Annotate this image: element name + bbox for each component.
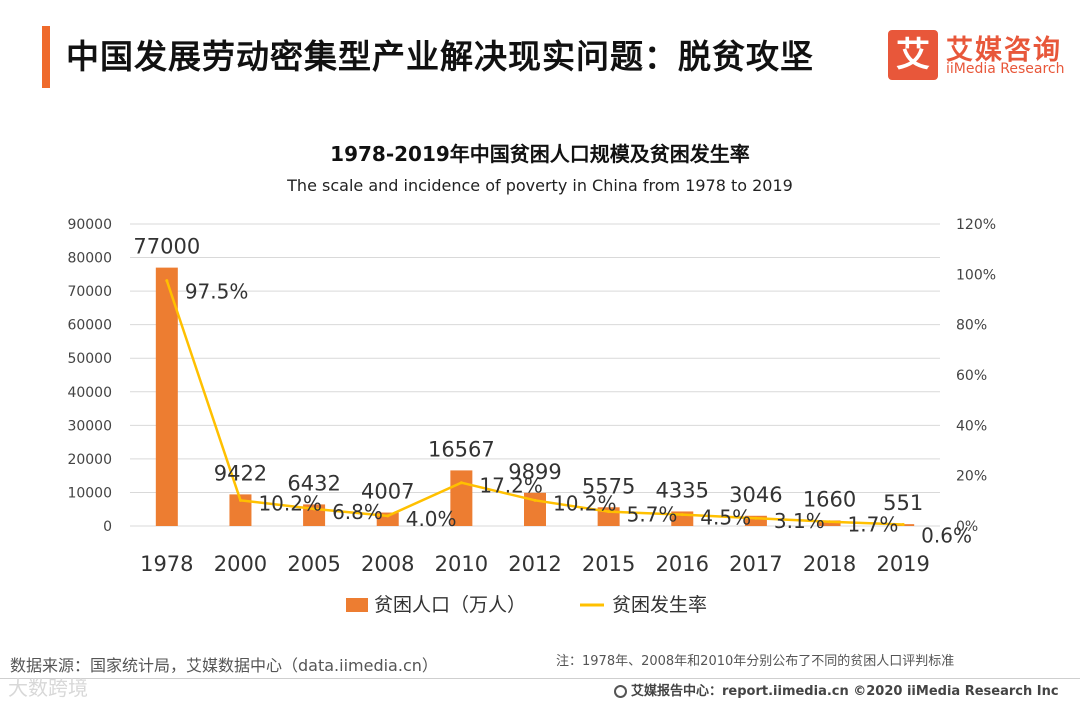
bar-value-label: 9422: [214, 461, 267, 485]
x-tick-label: 1978: [140, 552, 193, 576]
line-point-1978: [165, 279, 169, 283]
y-right-tick-label: 40%: [956, 418, 987, 434]
legend-bar-label: 贫困人口（万人）: [374, 594, 526, 616]
watermark: 大数跨境: [8, 676, 88, 700]
line-value-label: 10.2%: [553, 491, 617, 515]
y-left-tick-label: 30000: [67, 418, 112, 434]
line-point-2015: [607, 510, 611, 514]
logo-mark: 艾: [888, 30, 938, 80]
line-value-label: 4.0%: [406, 507, 457, 531]
brand-logo: 艾 艾媒咨询 iiMedia Research: [888, 30, 1073, 84]
bar-value-label: 9899: [508, 460, 561, 484]
y-right-tick-label: 0%: [956, 519, 978, 535]
bar-value-label: 1660: [803, 487, 856, 511]
x-tick-label: 2010: [435, 552, 488, 576]
title-accent-bar: [42, 26, 50, 88]
chart-title: 1978-2019年中国贫困人口规模及贫困发生率: [330, 142, 750, 166]
bar-value-label: 3046: [729, 483, 782, 507]
line-value-label: 1.7%: [848, 513, 899, 537]
footer-copyright: 艾媒报告中心：report.iimedia.cn ©2020 iiMedia R…: [614, 680, 1059, 699]
poverty-chart: 0 10000 20000 30000 40000 50000 60000 70000 8000…: [67, 217, 996, 616]
bar-value-label: 77000: [133, 235, 200, 259]
y-left-tick-label: 70000: [67, 284, 112, 300]
bar-value-label: 4335: [656, 478, 709, 502]
bar-1978: [155, 267, 178, 526]
line-value-label: 97.5%: [185, 280, 249, 304]
footer-copyright-text: 艾媒报告中心：report.iimedia.cn ©2020 iiMedia R…: [631, 684, 1059, 699]
globe-icon: [614, 685, 627, 698]
page-title: 中国发展劳动密集型产业解决现实问题：脱贫攻坚: [66, 37, 814, 76]
x-tick-label: 2016: [656, 552, 709, 576]
y-left-tick-label: 0: [103, 519, 112, 535]
x-tick-label: 2005: [287, 552, 340, 576]
line-point-2012: [533, 498, 537, 502]
x-tick-label: 2018: [803, 552, 856, 576]
logo-name-en: iiMedia Research: [946, 61, 1065, 77]
y-left-tick-label: 60000: [67, 318, 112, 334]
y-right-tick-label: 80%: [956, 318, 987, 334]
line-point-2016: [680, 513, 684, 517]
line-value-label: 6.8%: [332, 500, 383, 524]
line-value-label: 10.2%: [258, 491, 322, 515]
line-value-label: 4.5%: [700, 506, 751, 530]
x-tick-label: 2000: [214, 552, 267, 576]
x-tick-label: 2015: [582, 552, 635, 576]
line-point-2008: [386, 514, 390, 518]
legend-line-label: 贫困发生率: [612, 594, 707, 616]
bar-value-label: 551: [883, 491, 923, 515]
line-point-2017: [754, 516, 758, 520]
y-left-tick-label: 80000: [67, 251, 112, 267]
y-right-tick-label: 100%: [956, 267, 996, 283]
y-right-tick-label: 120%: [956, 217, 996, 233]
bar-value-label: 4007: [361, 480, 414, 504]
chart-subtitle: The scale and incidence of poverty in Ch…: [287, 176, 793, 195]
y-left-tick-label: 10000: [67, 485, 112, 501]
chart-note: 注：1978年、2008年和2010年分别公布了不同的贫困人口评判标准: [556, 654, 955, 669]
line-value-label: 5.7%: [627, 503, 678, 527]
line-point-2000: [238, 498, 242, 502]
x-tick-label: 2019: [876, 552, 929, 576]
logo-name-cn: 艾媒咨询: [946, 35, 1062, 66]
y-right-tick-label: 20%: [956, 469, 987, 485]
footer-divider: [0, 678, 1080, 679]
y-left-tick-label: 40000: [67, 385, 112, 401]
y-right-tick-label: 60%: [956, 368, 987, 384]
x-tick-label: 2012: [508, 552, 561, 576]
y-left-tick-label: 90000: [67, 217, 112, 233]
legend-bar-swatch: [346, 598, 368, 612]
bar-2017: [744, 515, 767, 526]
x-tick-label: 2008: [361, 552, 414, 576]
bar-value-label: 6432: [287, 471, 340, 495]
line-point-2010: [459, 481, 463, 485]
line-value-label: 17.2%: [479, 474, 543, 498]
line-point-2005: [312, 507, 316, 511]
bar-value-label: 16567: [428, 437, 495, 461]
bar-value-label: 5575: [582, 474, 635, 498]
line-point-2018: [828, 520, 832, 524]
line-value-label: 0.6%: [921, 523, 972, 547]
x-tick-label: 2017: [729, 552, 782, 576]
line-value-label: 3.1%: [774, 509, 825, 533]
data-source: 数据来源：国家统计局，艾媒数据中心（data.iimedia.cn）: [10, 656, 438, 675]
y-left-tick-label: 20000: [67, 452, 112, 468]
y-left-tick-label: 50000: [67, 351, 112, 367]
line-point-2019: [901, 522, 905, 526]
bar-2000: [229, 494, 252, 526]
